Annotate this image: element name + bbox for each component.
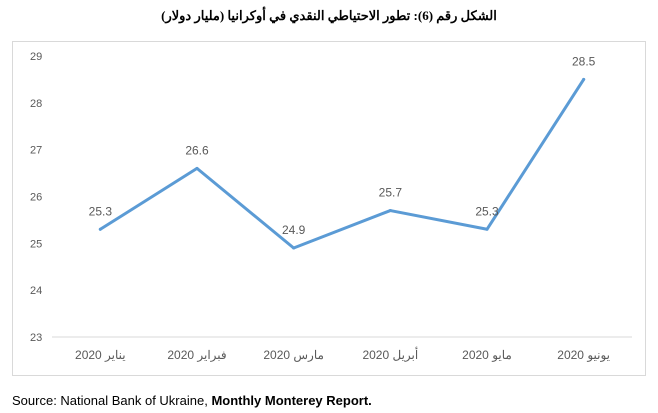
data-label: 24.9 (282, 223, 306, 237)
source-report-name: Monthly Monterey Report. (211, 393, 372, 408)
data-label: 25.7 (379, 186, 403, 200)
data-point (195, 166, 199, 170)
x-tick-label: يونيو 2020 (557, 348, 610, 362)
series-line (98, 77, 586, 250)
y-tick-label: 25 (30, 238, 42, 250)
chart-title: الشكل رقم (6): تطور الاحتياطي النقدي في … (161, 8, 497, 23)
y-tick-label: 29 (30, 51, 42, 63)
data-label: 26.6 (185, 143, 209, 157)
x-tick-label: أبريل 2020 (362, 347, 418, 362)
data-point (582, 77, 586, 81)
x-tick-label: مارس 2020 (263, 348, 324, 362)
source-prefix: Source: National Bank of Ukraine, (12, 393, 212, 408)
y-tick-label: 24 (30, 285, 42, 297)
data-point (485, 227, 489, 231)
data-point (388, 209, 392, 213)
chart-frame (12, 41, 646, 376)
source-note: Source: National Bank of Ukraine, Monthl… (12, 393, 372, 408)
data-label: 28.5 (572, 54, 596, 68)
data-label: 25.3 (89, 204, 113, 218)
data-label: 25.3 (475, 204, 499, 218)
y-tick-label: 28 (30, 98, 42, 110)
y-tick-label: 26 (30, 192, 42, 204)
x-tick-label: فبراير 2020 (167, 348, 226, 362)
x-tick-label: مايو 2020 (462, 348, 512, 362)
y-tick-label: 27 (30, 145, 42, 157)
y-tick-label: 23 (30, 332, 42, 344)
data-point (98, 227, 102, 231)
x-tick-label: يناير 2020 (75, 348, 126, 362)
data-point (292, 246, 296, 250)
